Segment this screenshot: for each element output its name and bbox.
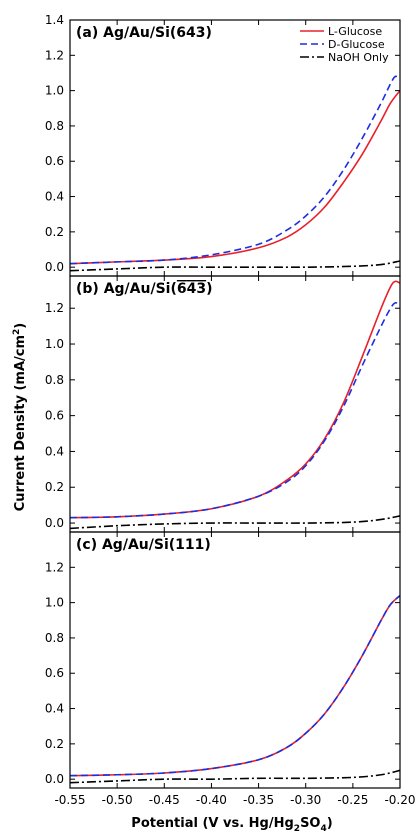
y-tick-label: 1.0: [45, 337, 64, 351]
y-tick-label: 1.2: [45, 560, 64, 574]
panel-frame: [69, 275, 401, 533]
x-tick-label: -0.50: [102, 793, 133, 807]
y-axis-title: Current Density (mA/cm2): [12, 323, 28, 511]
y-tick-label: 0.4: [45, 190, 64, 204]
x-axis-title: Potential (V vs. Hg/Hg2SO4): [131, 816, 332, 834]
series-line-d-glucose: [70, 75, 400, 265]
x-tick-label: -0.25: [337, 793, 368, 807]
y-tick-label: 1.2: [45, 48, 64, 62]
panel-2: 0.0 0.2 0.4 0.6 0.8 1.0 1.2 (b) Ag/Au/Si(643): [45, 275, 401, 533]
legend-label: D-Glucose: [328, 38, 385, 51]
x-tick-label: -0.45: [149, 793, 180, 807]
y-tick-label: 1.4: [45, 13, 64, 27]
legend-label: L-Glucose: [328, 25, 382, 38]
y-tick-label: 0.6: [45, 409, 64, 423]
x-tick-label: -0.40: [196, 793, 227, 807]
series-line-naoh-only: [70, 260, 400, 272]
series-line-d-glucose: [70, 594, 400, 777]
y-tick-label: 0.4: [45, 444, 64, 458]
y-tick-label: 0.8: [45, 631, 64, 645]
y-tick-label: 0.8: [45, 119, 64, 133]
panel-1: 0.0 0.2 0.4 0.6 0.8 1.0 1.2 1.4 (a) Ag/Au/Si(643…: [45, 13, 401, 277]
panel-title: (c) Ag/Au/Si(111): [76, 537, 211, 553]
y-tick-label: 0.0: [45, 516, 64, 530]
panel-title: (b) Ag/Au/Si(643): [76, 281, 213, 297]
y-tick-label: 0.2: [45, 225, 64, 239]
series-line-l-glucose: [70, 594, 400, 777]
panels-layer: 0.0 0.2 0.4 0.6 0.8 1.0 1.2 1.4 (a) Ag/Au/Si(643…: [45, 13, 416, 807]
y-tick-label: 0.6: [45, 666, 64, 680]
series-line-d-glucose: [70, 301, 400, 519]
panel-title: (a) Ag/Au/Si(643): [76, 25, 212, 41]
x-tick-label: -0.30: [290, 793, 321, 807]
y-tick-label: 0.0: [45, 772, 64, 786]
y-tick-label: 0.0: [45, 260, 64, 274]
panel-2-series: [70, 280, 400, 530]
series-line-naoh-only: [70, 515, 400, 530]
series-line-naoh-only: [70, 769, 400, 784]
y-tick-label: 1.0: [45, 596, 64, 610]
legend-label: NaOH Only: [328, 51, 389, 64]
panel-frame: [69, 531, 401, 789]
x-tick-label: -0.55: [54, 793, 85, 807]
y-tick-label: 1.0: [45, 84, 64, 98]
y-tick-label: 0.2: [45, 480, 64, 494]
y-tick-label: 1.2: [45, 301, 64, 315]
panel-1-series: [70, 75, 400, 272]
series-line-l-glucose: [70, 90, 400, 265]
x-tick-label: -0.35: [243, 793, 274, 807]
x-tick-label: -0.20: [384, 793, 415, 807]
y-tick-label: 0.6: [45, 154, 64, 168]
panel-3-series: [70, 594, 400, 784]
y-tick-label: 0.2: [45, 737, 64, 751]
y-tick-label: 0.4: [45, 702, 64, 716]
y-tick-label: 0.8: [45, 373, 64, 387]
series-line-l-glucose: [70, 280, 400, 519]
panel-3: 0.0 0.2 0.4 0.6 0.8 1.0 1.2 (c) Ag/Au/Si(111): [45, 531, 401, 789]
